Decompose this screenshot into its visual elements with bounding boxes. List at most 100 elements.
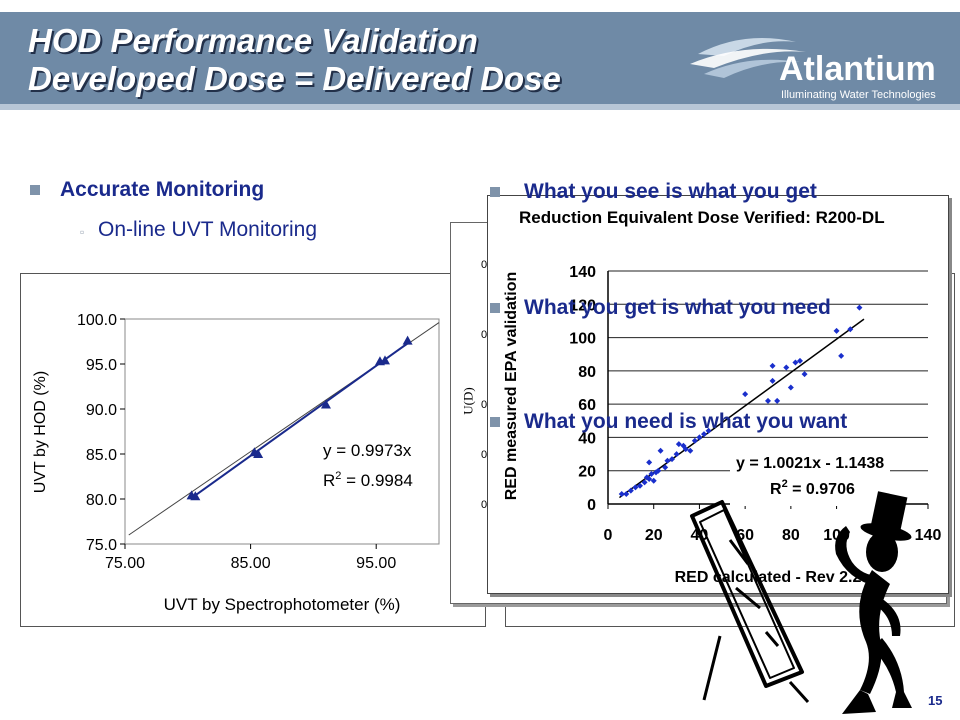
data-point (637, 482, 643, 489)
data-point (742, 391, 749, 398)
logo-tagline: Illuminating Water Technologies (781, 89, 936, 101)
y-tick-label: 100 (569, 331, 596, 348)
data-point (847, 326, 854, 333)
x-tick-label: 95.00 (356, 555, 396, 572)
red-chart: Reduction Equivalent Dose Verified: R200… (487, 195, 949, 594)
data-point (648, 471, 655, 478)
data-point (618, 491, 625, 498)
data-point (646, 476, 653, 483)
x-tick-label: 85.00 (231, 555, 271, 572)
sub-bullet-icon: ▫ (80, 225, 85, 239)
data-point (190, 491, 201, 501)
data-point (792, 359, 799, 366)
banner-stripe (0, 104, 960, 110)
data-point (253, 449, 264, 458)
equation-box (319, 434, 435, 496)
x-tick-label: 80 (782, 527, 800, 544)
square-bullet-icon (490, 417, 500, 428)
data-point (687, 447, 694, 454)
slide-title: HOD Performance Validation Developed Dos… (28, 22, 561, 98)
back-panel-tick-3: 0. (481, 399, 491, 411)
data-point (669, 456, 675, 463)
r2-label: R2 = 0.9706 (770, 478, 855, 498)
data-point (783, 364, 790, 371)
data-point (787, 384, 794, 391)
data-point (650, 477, 657, 484)
y-tick-label: 90.0 (86, 402, 117, 419)
logo-name: Atlantium (779, 50, 936, 88)
trend-line (618, 318, 865, 499)
data-point (675, 441, 682, 448)
square-bullet-icon (490, 187, 500, 198)
data-point (838, 352, 845, 359)
y-tick-label: 95.0 (86, 357, 117, 374)
red-chart-title: Reduction Equivalent Dose Verified: R200… (519, 208, 885, 227)
y-axis-label: RED measured EPA validation (503, 272, 520, 501)
square-bullet-icon (30, 185, 40, 196)
y-tick-label: 75.0 (86, 537, 117, 554)
y-tick-label: 60 (578, 397, 596, 414)
bullet-accurate-monitoring: Accurate Monitoring (30, 178, 450, 202)
data-point (623, 491, 630, 498)
wave-logo-icon (690, 38, 806, 78)
slide-header: HOD Performance Validation Developed Dos… (0, 0, 960, 118)
data-point (643, 474, 650, 481)
title-banner (0, 12, 960, 104)
data-point (680, 442, 687, 449)
bullet-see-get: What you see is what you get (490, 180, 817, 204)
y-axis-label: UVT by HOD (%) (32, 371, 49, 493)
data-point (662, 464, 669, 471)
y-tick-label: 20 (578, 464, 596, 481)
data-point (801, 371, 808, 378)
y-tick-label: 80.0 (86, 492, 117, 509)
title-line-1: HOD Performance Validation (28, 22, 478, 59)
data-point (646, 459, 653, 466)
equation-label: y = 0.9973x (323, 441, 412, 460)
sub-bullet-uvt: ▫ On-line UVT Monitoring (80, 218, 318, 241)
equation-box (730, 450, 890, 506)
data-point (705, 427, 712, 434)
atlantium-logo: Atlantium Illuminating Water Technologie… (684, 12, 960, 104)
data-point (402, 335, 413, 345)
data-point (379, 355, 390, 365)
data-point (701, 431, 707, 438)
data-point (627, 487, 634, 494)
data-point (833, 327, 840, 334)
x-axis-label: UVT by Spectrophotometer (%) (164, 595, 401, 614)
bullet-get-need: What you get is what you need (490, 296, 831, 320)
data-point (664, 457, 671, 464)
back-panel-tick-2: 0. (481, 329, 491, 341)
data-point (765, 397, 771, 404)
data-point (797, 357, 803, 364)
data-point (657, 447, 664, 454)
y-tick-label: 85.0 (86, 447, 117, 464)
bullet-need-want: What you need is what you want (490, 410, 847, 434)
y-tick-label: 0 (587, 497, 596, 514)
y-tick-label: 80 (578, 364, 596, 381)
y-tick-label: 140 (569, 264, 596, 281)
data-point (673, 451, 680, 458)
data-point (696, 434, 703, 441)
data-point (641, 479, 648, 486)
plot-area (124, 318, 440, 545)
page-number: 15 (928, 693, 943, 708)
square-bullet-icon (490, 303, 500, 314)
y-tick-label: 100.0 (77, 312, 117, 329)
data-point (691, 437, 698, 444)
x-tick-label: 75.00 (105, 555, 145, 572)
data-point (682, 446, 689, 453)
back-panel-tick-1: 0. (481, 259, 491, 271)
red-chart-svg: 020406080100120140020406080100120140y = … (503, 264, 941, 586)
r2-label: R2 = 0.9984 (323, 470, 413, 490)
back-panel-tick-5: 0. (481, 499, 491, 511)
back-panel-tick-4: 0. (481, 449, 491, 461)
data-point (655, 467, 662, 474)
x-tick-label: 20 (645, 527, 663, 544)
y-tick-label: 120 (569, 297, 596, 314)
trend-line (190, 342, 409, 499)
x-tick-label: 0 (604, 527, 613, 544)
uvt-chart-svg: 75.0 80.0 85.0 90.0 95.0 100.0 75.00 85.00 95.00… (32, 312, 440, 614)
equation-label: y = 1.0021x - 1.1438 (736, 455, 884, 472)
y-tick-label: 40 (578, 430, 596, 447)
uvt-chart: 75.0 80.0 85.0 90.0 95.0 100.0 75.00 85.00 95.00… (20, 273, 486, 627)
